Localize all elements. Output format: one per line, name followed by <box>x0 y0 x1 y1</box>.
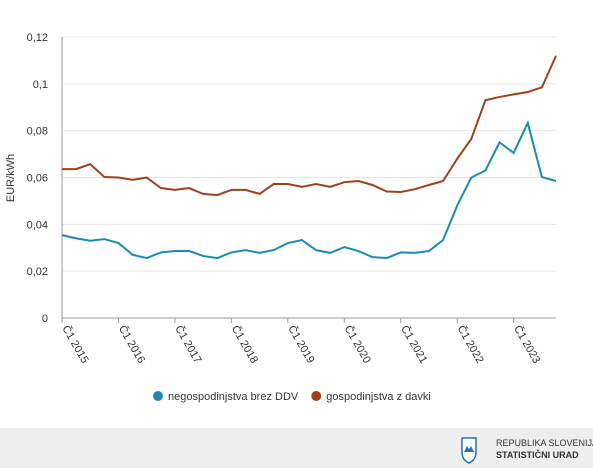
footer-line1: REPUBLIKA SLOVENIJA <box>496 438 593 448</box>
series-line <box>62 55 557 197</box>
x-tick-label: Č1 2019 <box>285 323 317 366</box>
footer: REPUBLIKA SLOVENIJA STATISTIČNI URAD <box>0 428 593 468</box>
x-tick-label: Č1 2023 <box>511 323 543 366</box>
legend-marker <box>311 391 322 401</box>
footer-logo: REPUBLIKA SLOVENIJA STATISTIČNI URAD <box>461 437 593 464</box>
y-tick-label: 0,02 <box>27 266 48 278</box>
legend-label: gospodinjstva z davki <box>326 391 431 403</box>
x-tick-label: Č1 2018 <box>229 323 261 366</box>
coat-of-arms-mountain <box>464 446 474 452</box>
y-tick-label: 0,04 <box>27 219 48 231</box>
footer-line2: STATISTIČNI URAD <box>496 449 579 460</box>
x-tick-label: Č1 2020 <box>342 323 374 366</box>
y-tick-label: 0,1 <box>33 79 48 91</box>
x-tick-label: Č1 2015 <box>59 323 91 366</box>
legend-label: negospodinjstva brez DDV <box>168 391 299 403</box>
y-axis-label: EUR/kWh <box>5 154 17 202</box>
y-tick-label: 0,08 <box>27 126 48 138</box>
series-line <box>61 120 557 260</box>
x-tick-label: Č1 2016 <box>116 323 148 366</box>
x-tick-label: Č1 2021 <box>398 323 430 366</box>
x-tick-label: Č1 2017 <box>172 323 204 366</box>
legend-marker <box>153 391 163 401</box>
y-tick-label: 0,12 <box>27 32 48 44</box>
x-tick-label: Č1 2022 <box>455 323 487 366</box>
y-tick-label: 0 <box>42 313 48 325</box>
y-tick-label: 0,06 <box>27 173 48 185</box>
chart: EUR/kWh 0 0,02 0,04 0,06 0,08 0,1 0,12 Č1 2015 Č… <box>5 32 557 403</box>
